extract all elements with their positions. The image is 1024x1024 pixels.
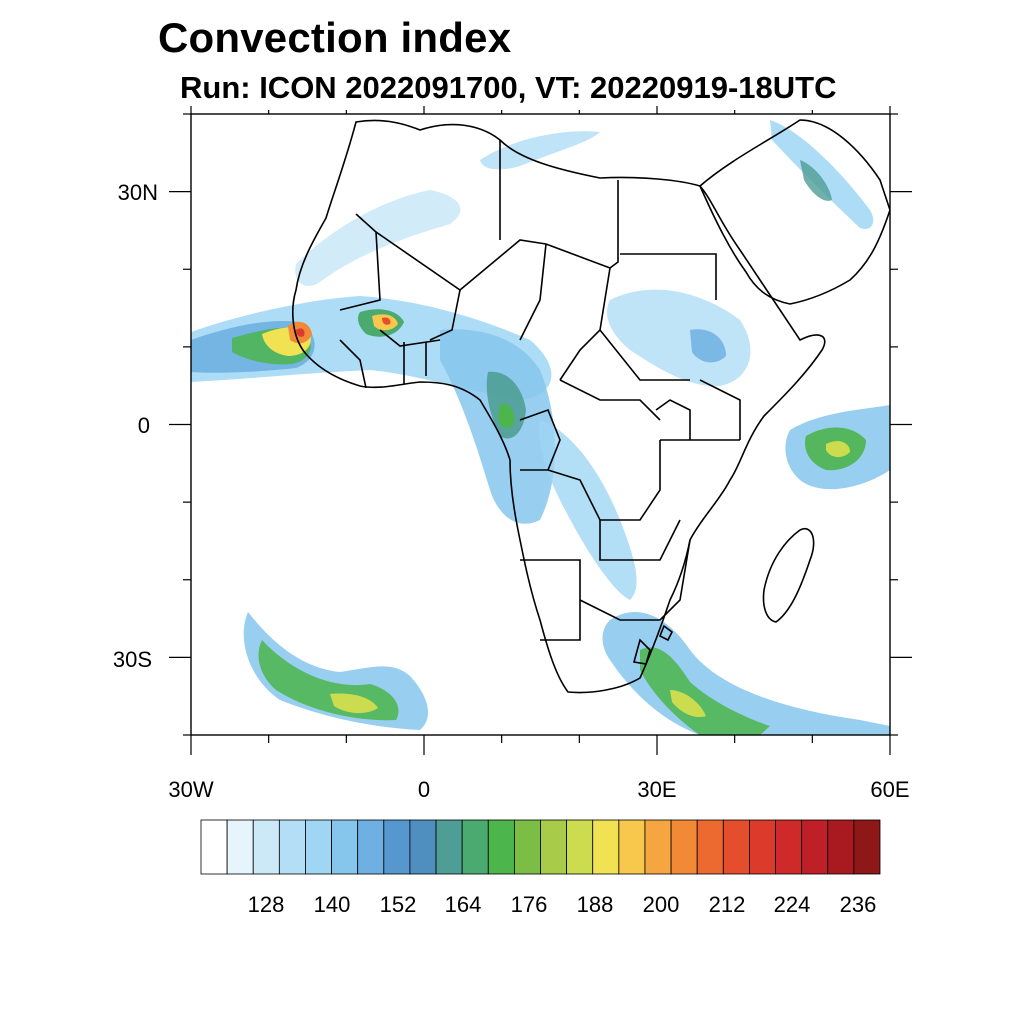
- colorbar-swatch: [775, 819, 803, 875]
- colorbar-swatch: [644, 819, 672, 875]
- colorbar-tick-label: 164: [445, 892, 482, 917]
- lon-label-30w: 30W: [168, 777, 213, 802]
- field-central-core: [498, 403, 515, 429]
- chart-subtitle: Run: ICON 2022091700, VT: 20220919-18UTC: [180, 70, 837, 105]
- colorbar-swatch: [801, 819, 829, 875]
- colorbar-swatch: [461, 819, 489, 875]
- field-atlantic-red: [296, 328, 305, 337]
- madagascar-outline: [762, 527, 815, 623]
- field-indian-yellow: [826, 441, 850, 458]
- colorbar-swatch: [226, 819, 254, 875]
- colorbar-swatch: [357, 819, 385, 875]
- colorbar-swatch: [305, 819, 332, 875]
- border-line: [520, 559, 581, 641]
- convection-field: [191, 120, 890, 735]
- colorbar-tick-label: 176: [511, 892, 548, 917]
- lat-label-0: 0: [138, 413, 150, 438]
- arabia-outline: [699, 119, 890, 305]
- colorbar-swatch: [487, 819, 515, 875]
- colorbar-swatch: [722, 819, 750, 875]
- border-line: [599, 519, 681, 561]
- field-south-atlantic-yellow: [330, 693, 378, 714]
- colorbar-swatch: [618, 819, 646, 875]
- lon-label-60e: 60E: [870, 777, 909, 802]
- field-congo-diagonal: [539, 420, 637, 600]
- colorbar-tick-label: 128: [248, 892, 285, 917]
- border-line: [699, 379, 741, 440]
- field-arabia-core: [800, 160, 832, 201]
- border-line: [658, 624, 674, 642]
- border-line: [429, 289, 461, 341]
- colorbar-tick-label: 152: [380, 892, 417, 917]
- colorbar-swatch: [696, 819, 724, 875]
- border-line: [599, 329, 690, 381]
- border-line: [559, 267, 611, 381]
- colorbar-tick-label: 236: [840, 892, 877, 917]
- colorbar-swatch: [252, 819, 280, 875]
- lat-label-30n: 30N: [118, 180, 158, 205]
- lon-label-30e: 30E: [637, 777, 676, 802]
- border-line: [620, 253, 717, 300]
- border-line: [519, 243, 547, 341]
- field-ethiopia-core: [690, 329, 726, 363]
- field-south-africa-green: [640, 647, 770, 735]
- lat-label-30s: 30S: [113, 647, 152, 672]
- axis-ticks: [169, 106, 912, 755]
- field-ethiopia: [606, 289, 751, 387]
- colorbar-swatch: [670, 819, 698, 875]
- colorbar-swatch: [278, 819, 306, 875]
- colorbar-swatch: [592, 819, 620, 875]
- colorbar-swatch: [331, 819, 359, 875]
- colorbar-swatch: [749, 819, 776, 875]
- border-line: [339, 339, 367, 389]
- colorbar-swatch: [853, 819, 881, 875]
- colorbar-swatch: [513, 819, 541, 875]
- field-south-africa-yellow: [670, 690, 706, 718]
- field-sahel-red: [382, 317, 391, 325]
- colorbar-labels: 128 140 152 164 176 188 200 212 224 236: [248, 892, 877, 917]
- border-line: [545, 180, 619, 269]
- colorbar-swatch: [566, 819, 594, 875]
- africa-coastline: [292, 119, 826, 694]
- colorbar-tick-label: 212: [709, 892, 746, 917]
- colorbar-swatch: [540, 819, 568, 875]
- coastline-and-borders: [292, 119, 890, 694]
- border-line: [375, 231, 547, 292]
- border-line: [655, 399, 691, 440]
- lon-label-0: 0: [418, 777, 430, 802]
- colorbar: [200, 819, 881, 875]
- border-line: [559, 379, 661, 421]
- colorbar-tick-label: 224: [774, 892, 811, 917]
- field-arabia: [770, 120, 874, 230]
- colorbar-swatch: [827, 819, 855, 875]
- colorbar-tick-label: 188: [577, 892, 614, 917]
- border-line: [632, 638, 651, 665]
- border-line: [579, 599, 660, 621]
- colorbar-tick-label: 140: [314, 892, 351, 917]
- border-line: [659, 539, 691, 621]
- field-nile-streak: [480, 131, 600, 170]
- border-line: [519, 408, 561, 471]
- colorbar-swatch: [435, 819, 463, 875]
- border-line: [547, 440, 661, 521]
- colorbar-swatch: [409, 819, 437, 875]
- field-sahara-streak: [295, 190, 461, 286]
- colorbar-tick-label: 200: [643, 892, 680, 917]
- colorbar-swatch: [200, 819, 228, 875]
- border-line: [339, 213, 381, 311]
- chart-title: Convection index: [158, 14, 512, 61]
- colorbar-swatch: [383, 819, 411, 875]
